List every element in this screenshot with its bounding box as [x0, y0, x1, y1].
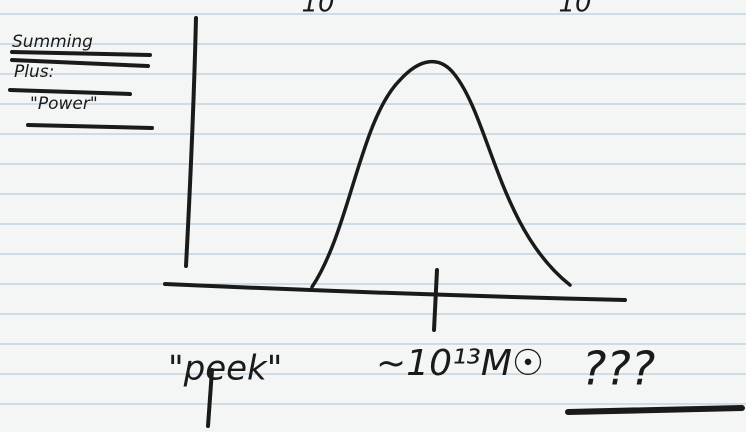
question-underline [565, 405, 745, 415]
side-label-line: "Power" [30, 94, 98, 114]
paper-lines [0, 13, 746, 405]
side-label-line: Summing [12, 32, 93, 52]
curve [310, 59, 572, 289]
top-label: 10 [301, 0, 334, 19]
bracket [206, 368, 214, 428]
side-label-underlines [8, 50, 154, 130]
mass-label: ~10¹³M☉ [376, 343, 544, 384]
side-label-line: Plus: [14, 62, 54, 82]
top-label: 10 [558, 0, 591, 19]
peak-label: "peek" [168, 349, 282, 389]
axes [163, 16, 627, 332]
question-label: ??? [582, 342, 655, 396]
